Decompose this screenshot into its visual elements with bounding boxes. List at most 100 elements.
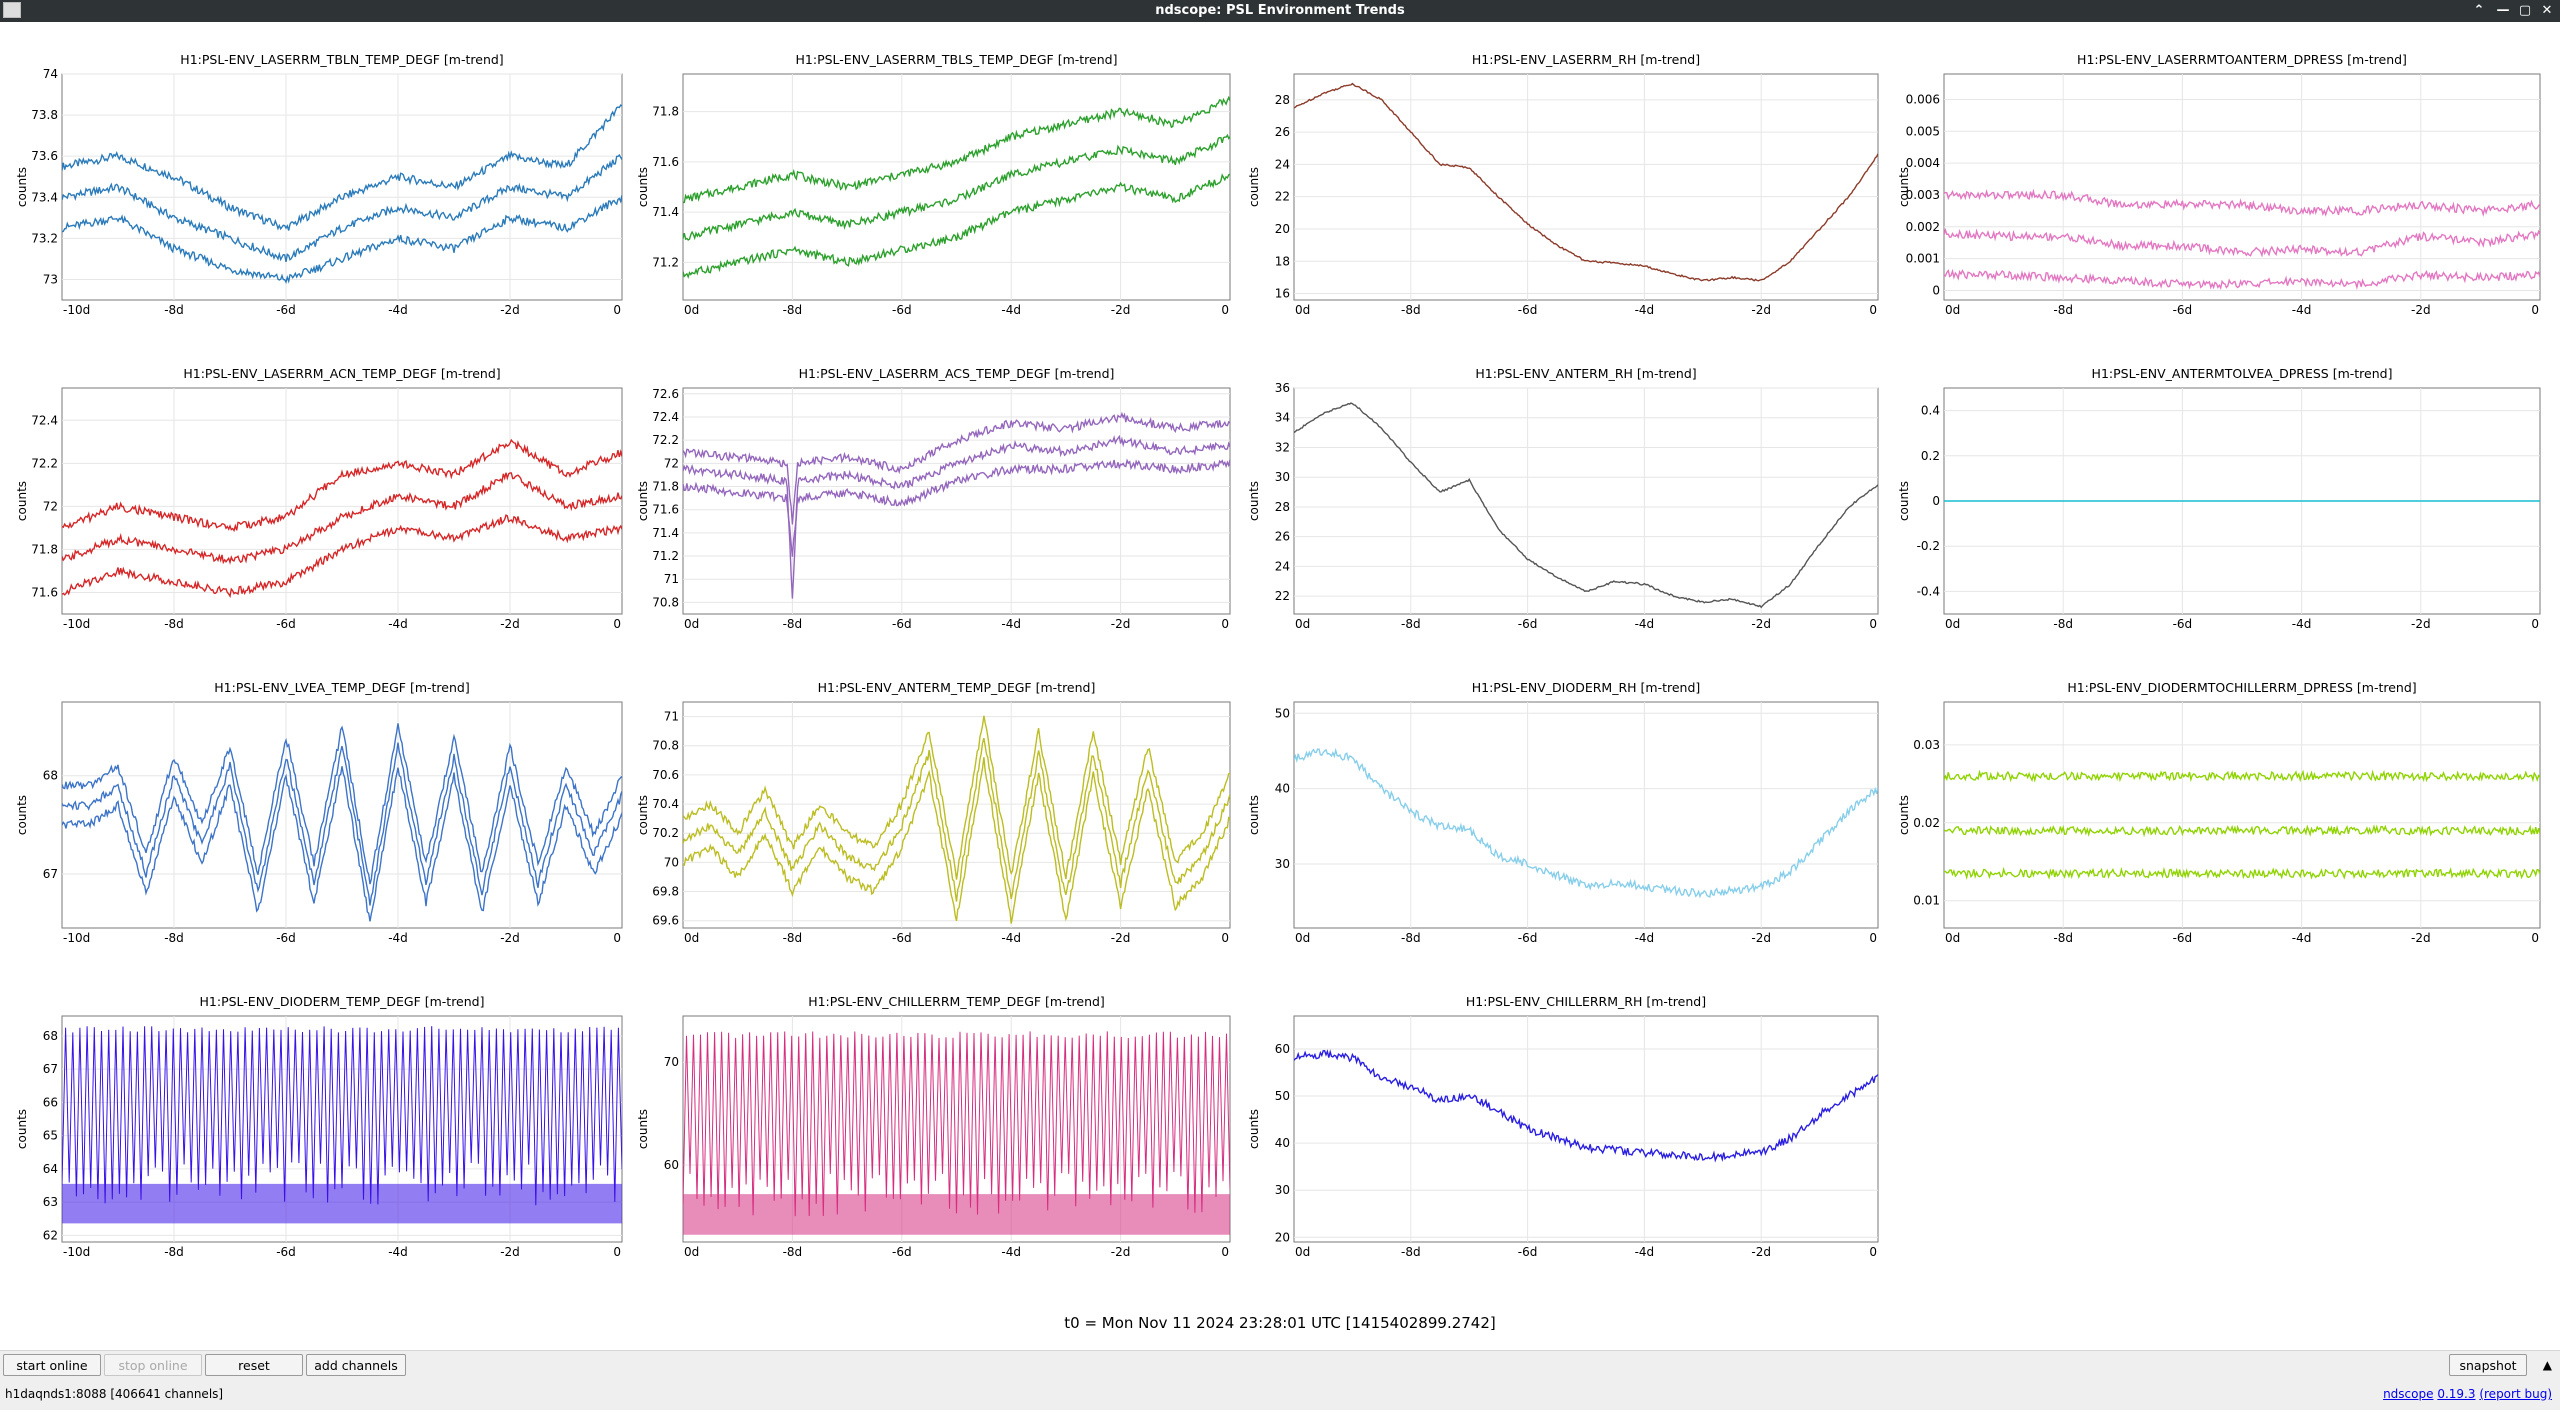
plot-panel[interactable]: H1:PSL-ENV_ANTERM_RH [m-trend] 0d -8d -6d -4… — [1240, 336, 1893, 650]
x-tick-label: 0d — [1945, 931, 1960, 945]
maximize-icon[interactable]: ▢ — [2518, 3, 2532, 18]
plot-panel[interactable]: H1:PSL-ENV_LASERRM_RH [m-trend] 0d -8d -6d -… — [1240, 22, 1893, 336]
plot-panel[interactable]: H1:PSL-ENV_DIODERM_TEMP_DEGF [m-trend] -1… — [0, 964, 630, 1278]
plot-frame[interactable] — [61, 73, 623, 301]
plot-panel[interactable]: H1:PSL-ENV_LVEA_TEMP_DEGF [m-trend] -10d -… — [0, 650, 630, 964]
y-axis-label: counts — [15, 481, 29, 521]
server-address: h1daqnds1:8088 — [5, 1387, 107, 1401]
chevron-up-icon[interactable]: ⌃ — [2473, 3, 2485, 18]
version-link[interactable]: 0.19.3 — [2437, 1387, 2476, 1401]
series-line — [62, 438, 622, 533]
x-tick-label: 0 — [1221, 931, 1229, 945]
plot-frame[interactable] — [61, 387, 623, 615]
x-tick-label: -2d — [500, 303, 520, 317]
x-tick-label: -2d — [1111, 303, 1131, 317]
plot-panel[interactable]: H1:PSL-ENV_LASERRM_TBLN_TEMP_DEGF [m-tre… — [0, 22, 630, 336]
series-line — [1944, 188, 2540, 217]
x-tick-label: -6d — [2173, 303, 2193, 317]
x-tick-label: -6d — [892, 303, 912, 317]
collapse-toolbar-icon[interactable]: ▲ — [2542, 1358, 2552, 1372]
plot-frame[interactable] — [682, 701, 1231, 929]
plot-frame[interactable] — [1293, 1015, 1879, 1243]
x-tick-label: 0 — [2531, 303, 2539, 317]
add-channels-button[interactable]: add channels — [306, 1354, 406, 1376]
y-tick-label: 16 — [1275, 287, 1290, 301]
plot-frame[interactable] — [61, 701, 623, 929]
minimize-icon[interactable]: — — [2496, 3, 2510, 18]
plot-panel[interactable]: H1:PSL-ENV_DIODERM_RH [m-trend] 0d -8d -6d -… — [1240, 650, 1893, 964]
plot-panel[interactable]: H1:PSL-ENV_LASERRM_TBLS_TEMP_DEGF [m-tre… — [625, 22, 1245, 336]
plot-panel[interactable]: H1:PSL-ENV_ANTERM_TEMP_DEGF [m-trend] 0d -… — [625, 650, 1245, 964]
y-tick-label: -0.2 — [1917, 539, 1940, 553]
plot-title: H1:PSL-ENV_LASERRM_TBLN_TEMP_DEGF [m-tre… — [180, 52, 503, 67]
plot-frame[interactable] — [1293, 387, 1879, 615]
plot-panel[interactable]: H1:PSL-ENV_CHILLERRM_TEMP_DEGF [m-trend]… — [625, 964, 1245, 1278]
y-tick-label: 71 — [664, 710, 679, 724]
x-tick-label: 0 — [1221, 303, 1229, 317]
x-tick-label: 0 — [1221, 617, 1229, 631]
app-icon[interactable] — [3, 2, 21, 18]
plot-frame[interactable] — [682, 73, 1231, 301]
x-tick-label: -4d — [388, 931, 408, 945]
ndscope-link[interactable]: ndscope — [2383, 1387, 2434, 1401]
series-line — [62, 766, 622, 922]
plot-panel[interactable]: H1:PSL-ENV_CHILLERRM_RH [m-trend] 0d -8d -6… — [1240, 964, 1893, 1278]
x-tick-label: 0 — [2531, 931, 2539, 945]
y-tick-label: 73.4 — [31, 190, 58, 204]
series-line — [1944, 866, 2540, 881]
x-tick-label: -8d — [164, 617, 184, 631]
reset-button[interactable]: reset — [205, 1354, 303, 1376]
x-tick-label: -8d — [783, 1245, 803, 1259]
plot-panel[interactable]: H1:PSL-ENV_LASERRM_ACS_TEMP_DEGF [m-tren… — [625, 336, 1245, 650]
x-tick-label: 0 — [1869, 1245, 1877, 1259]
y-axis-label: counts — [1897, 481, 1911, 521]
x-tick-label: -6d — [276, 303, 296, 317]
y-tick-label: 71.4 — [652, 526, 679, 540]
y-tick-label: 68 — [43, 1029, 58, 1043]
y-tick-label: 20 — [1275, 1230, 1290, 1244]
x-tick-label: -8d — [1401, 1245, 1421, 1259]
y-tick-label: 24 — [1275, 157, 1290, 171]
plot-title: H1:PSL-ENV_DIODERM_TEMP_DEGF [m-trend] — [200, 994, 485, 1009]
snapshot-button[interactable]: snapshot — [2449, 1354, 2527, 1376]
plot-panel[interactable]: H1:PSL-ENV_DIODERMTOCHILLERRM_DPRESS [m-… — [1888, 650, 2560, 964]
y-tick-label: 70 — [664, 855, 679, 869]
x-tick-label: 0d — [684, 1245, 699, 1259]
plot-frame[interactable] — [1293, 701, 1879, 929]
series-line — [683, 95, 1230, 204]
y-tick-label: 65 — [43, 1129, 58, 1143]
plot-panel[interactable]: H1:PSL-ENV_LASERRM_ACN_TEMP_DEGF [m-tren… — [0, 336, 630, 650]
y-tick-label: 70 — [664, 1055, 679, 1069]
plot-panel[interactable]: H1:PSL-ENV_LASERRMTOANTERM_DPRESS [m-tre… — [1888, 22, 2560, 336]
y-tick-label: 72.4 — [31, 413, 58, 427]
plot-title: H1:PSL-ENV_DIODERMTOCHILLERRM_DPRESS [m-… — [2067, 680, 2416, 695]
plot-grid: H1:PSL-ENV_LASERRM_TBLN_TEMP_DEGF [m-tre… — [0, 22, 2560, 1312]
x-tick-label: -4d — [2292, 931, 2312, 945]
x-tick-label: 0 — [2531, 617, 2539, 631]
plot-frame[interactable] — [1293, 73, 1879, 301]
y-tick-label: 72.2 — [31, 456, 58, 470]
start-online-button[interactable]: start online — [3, 1354, 101, 1376]
plot-frame[interactable] — [1943, 701, 2541, 929]
stop-online-button[interactable]: stop online — [104, 1354, 202, 1376]
plot-title: H1:PSL-ENV_LASERRMTOANTERM_DPRESS [m-tre… — [2077, 52, 2407, 67]
plot-title: H1:PSL-ENV_LASERRM_ACN_TEMP_DEGF [m-tren… — [183, 366, 500, 381]
x-tick-label: -10d — [63, 1245, 90, 1259]
x-tick-label: -8d — [1401, 617, 1421, 631]
y-tick-label: 60 — [664, 1158, 679, 1172]
channel-count: [406641 channels] — [110, 1387, 224, 1401]
x-tick-label: 0 — [1221, 1245, 1229, 1259]
plot-frame[interactable] — [682, 387, 1231, 615]
y-tick-label: 34 — [1275, 411, 1290, 425]
plot-panel[interactable]: H1:PSL-ENV_ANTERMTOLVEA_DPRESS [m-trend]… — [1888, 336, 2560, 650]
x-tick-label: -8d — [783, 931, 803, 945]
plot-frame[interactable] — [1943, 73, 2541, 301]
x-tick-label: -4d — [388, 1245, 408, 1259]
y-tick-label: 40 — [1275, 1136, 1290, 1150]
x-tick-label: -2d — [500, 617, 520, 631]
close-icon[interactable]: ✕ — [2541, 3, 2553, 18]
y-tick-label: 62 — [43, 1228, 58, 1242]
x-tick-label: 0 — [1869, 617, 1877, 631]
x-tick-label: -6d — [1518, 303, 1538, 317]
report-bug-link[interactable]: (report bug) — [2479, 1387, 2552, 1401]
